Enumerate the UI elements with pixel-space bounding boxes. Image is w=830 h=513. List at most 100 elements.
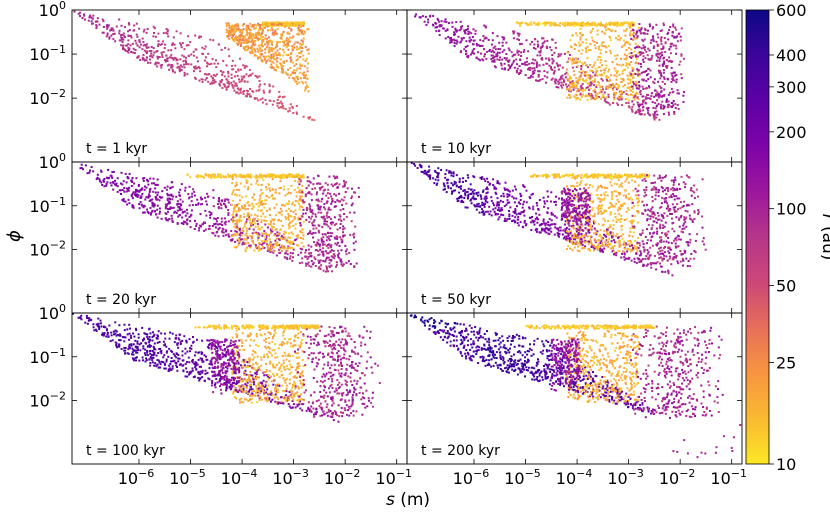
scatter-point: [246, 48, 249, 51]
scatter-point: [336, 236, 339, 239]
scatter-point: [414, 164, 417, 167]
scatter-point: [460, 40, 463, 43]
scatter-point: [121, 198, 124, 201]
scatter-point: [335, 265, 337, 268]
scatter-point: [610, 21, 613, 24]
scatter-point: [292, 112, 295, 114]
scatter-point: [152, 190, 155, 193]
scatter-point: [330, 223, 333, 226]
scatter-point: [297, 218, 300, 221]
scatter-point: [342, 185, 345, 188]
scatter-point: [250, 214, 253, 217]
scatter-point: [173, 43, 176, 46]
scatter-point: [141, 37, 144, 40]
scatter-point: [587, 49, 590, 52]
scatter-point: [456, 197, 459, 200]
scatter-point: [224, 220, 227, 223]
scatter-point: [474, 32, 477, 35]
scatter-point: [248, 33, 251, 36]
scatter-point: [243, 185, 246, 188]
scatter-point: [121, 38, 123, 41]
scatter-point: [455, 30, 458, 33]
scatter-point: [259, 26, 261, 29]
scatter-point: [207, 227, 210, 230]
scatter-point: [638, 113, 641, 116]
scatter-point: [279, 237, 282, 240]
scatter-point: [284, 108, 287, 111]
scatter-point: [102, 179, 105, 182]
scatter-point: [260, 221, 263, 224]
scatter-point: [312, 227, 315, 230]
scatter-point: [616, 70, 619, 73]
scatter-point: [135, 177, 138, 180]
scatter-point: [327, 208, 330, 211]
scatter-point: [142, 58, 144, 61]
scatter-point: [275, 63, 278, 66]
scatter-point: [157, 191, 160, 194]
scatter-point: [677, 108, 680, 110]
scatter-point: [315, 243, 318, 246]
scatter-point: [272, 47, 275, 50]
scatter-point: [221, 230, 224, 233]
scatter-point: [151, 56, 154, 59]
scatter-point: [550, 219, 553, 222]
scatter-point: [437, 167, 440, 170]
scatter-point: [660, 51, 663, 54]
scatter-point: [303, 65, 306, 68]
scatter-point: [614, 23, 617, 26]
scatter-point: [208, 73, 211, 75]
scatter-point: [622, 63, 625, 66]
scatter-point: [627, 24, 630, 27]
scatter-point: [581, 243, 584, 246]
scatter-point: [264, 223, 267, 226]
scatter-point: [445, 21, 448, 24]
scatter-point: [573, 21, 576, 24]
scatter-point: [299, 197, 302, 200]
scatter-point: [173, 211, 176, 214]
scatter-point: [262, 40, 265, 43]
scatter-point: [181, 54, 184, 57]
scatter-point: [551, 57, 554, 60]
scatter-point: [172, 58, 175, 61]
scatter-point: [460, 37, 463, 40]
scatter-point: [653, 118, 656, 121]
scatter-point: [577, 49, 580, 52]
scatter-point: [262, 242, 265, 245]
scatter-point: [632, 23, 635, 26]
scatter-point: [292, 46, 294, 49]
scatter-point: [232, 175, 234, 178]
scatter-point: [573, 210, 576, 213]
scatter-point: [667, 93, 670, 96]
scatter-point: [187, 35, 190, 38]
scatter-point: [248, 204, 251, 207]
scatter-point: [128, 48, 130, 51]
scatter-point: [630, 73, 633, 76]
scatter-point: [254, 53, 256, 56]
scatter-point: [312, 261, 315, 264]
scatter-point: [327, 206, 330, 209]
scatter-point: [596, 33, 599, 36]
scatter-point: [630, 57, 633, 59]
scatter-point: [635, 46, 638, 49]
scatter-point: [287, 24, 290, 27]
scatter-point: [277, 96, 280, 99]
scatter-point: [240, 80, 243, 82]
scatter-point: [428, 169, 431, 172]
scatter-point: [483, 197, 486, 200]
scatter-point: [605, 96, 608, 99]
scatter-point: [512, 197, 515, 200]
scatter-point: [682, 101, 685, 103]
scatter-point: [191, 195, 193, 198]
scatter-point: [600, 24, 603, 27]
scatter-point: [637, 98, 640, 101]
scatter-point: [233, 216, 236, 219]
scatter-point: [608, 103, 611, 106]
scatter-point: [186, 73, 189, 76]
scatter-point: [148, 190, 151, 193]
scatter-point: [648, 58, 651, 61]
scatter-point: [131, 197, 134, 200]
scatter-point: [351, 195, 353, 198]
scatter-point: [304, 87, 307, 90]
scatter-point: [484, 25, 487, 28]
scatter-point: [179, 194, 181, 197]
